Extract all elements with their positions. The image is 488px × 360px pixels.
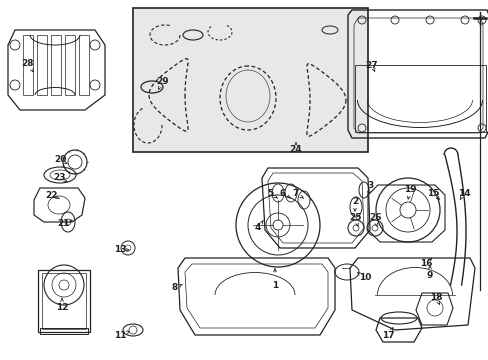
Text: 9: 9 bbox=[426, 270, 432, 279]
Text: 2: 2 bbox=[351, 198, 357, 207]
Text: 14: 14 bbox=[457, 189, 469, 198]
Text: 28: 28 bbox=[21, 58, 34, 68]
Text: 15: 15 bbox=[426, 189, 438, 198]
Text: 1: 1 bbox=[271, 280, 278, 289]
Text: 6: 6 bbox=[279, 189, 285, 198]
Text: 22: 22 bbox=[46, 190, 58, 199]
Bar bbox=[133, 8, 367, 152]
Text: 11: 11 bbox=[114, 330, 126, 339]
Bar bbox=[42, 273, 86, 329]
Text: 12: 12 bbox=[56, 302, 68, 311]
Text: 17: 17 bbox=[381, 330, 393, 339]
Text: 27: 27 bbox=[365, 60, 378, 69]
Text: 29: 29 bbox=[156, 77, 169, 86]
Text: 8: 8 bbox=[171, 284, 178, 292]
Text: 5: 5 bbox=[266, 189, 273, 198]
Text: 25: 25 bbox=[349, 213, 362, 222]
Text: 20: 20 bbox=[54, 156, 66, 165]
Text: 10: 10 bbox=[358, 274, 370, 283]
Bar bbox=[40, 328, 88, 334]
Text: 4: 4 bbox=[254, 224, 261, 233]
Text: 26: 26 bbox=[368, 213, 381, 222]
Bar bbox=[38, 270, 90, 332]
Text: 7: 7 bbox=[292, 189, 299, 198]
Text: 23: 23 bbox=[54, 174, 66, 183]
Text: 19: 19 bbox=[403, 185, 415, 194]
Text: 18: 18 bbox=[429, 293, 441, 302]
Text: 13: 13 bbox=[114, 246, 126, 255]
Text: 24: 24 bbox=[289, 145, 302, 154]
Text: 16: 16 bbox=[419, 258, 431, 267]
Text: 21: 21 bbox=[57, 219, 69, 228]
Text: 3: 3 bbox=[366, 180, 372, 189]
